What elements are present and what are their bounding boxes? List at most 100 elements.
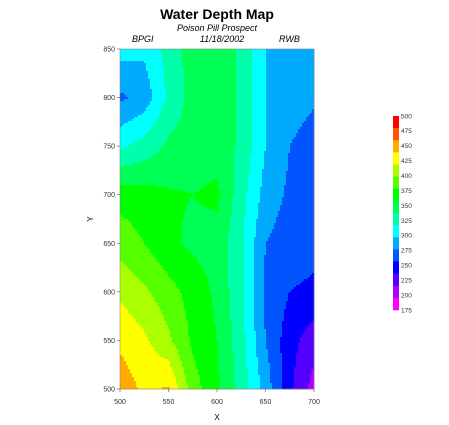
heatmap-cell xyxy=(154,129,157,132)
heatmap-cell xyxy=(270,51,273,54)
heatmap-cell xyxy=(256,75,259,78)
heatmap-cell xyxy=(308,87,311,90)
heatmap-cell xyxy=(282,135,285,138)
heatmap-cell xyxy=(198,119,201,122)
heatmap-cell xyxy=(294,113,297,116)
heatmap-cell xyxy=(186,119,189,122)
heatmap-cell xyxy=(270,89,273,92)
heatmap-cell xyxy=(192,73,195,76)
heatmap-cell xyxy=(236,117,239,120)
heatmap-cell xyxy=(240,113,243,116)
heatmap-cell xyxy=(138,73,141,76)
heatmap-cell xyxy=(188,127,191,130)
heatmap-cell xyxy=(214,57,217,60)
heatmap-cell xyxy=(238,61,241,64)
heatmap-cell xyxy=(236,139,239,142)
heatmap-cell xyxy=(148,65,151,68)
heatmap-cell xyxy=(218,143,221,146)
heatmap-cell xyxy=(126,53,129,56)
heatmap-cell xyxy=(224,91,227,94)
heatmap-cell xyxy=(196,125,199,128)
heatmap-cell xyxy=(294,95,297,98)
heatmap-cell xyxy=(280,149,283,152)
heatmap-cell xyxy=(260,61,263,64)
heatmap-cell xyxy=(138,115,141,118)
heatmap-cell xyxy=(190,67,193,70)
heatmap-cell xyxy=(270,135,273,138)
heatmap-cell xyxy=(296,49,299,52)
heatmap-cell xyxy=(162,81,165,84)
heatmap-cell xyxy=(296,115,299,118)
heatmap-cell xyxy=(246,73,249,76)
heatmap-cell xyxy=(288,129,291,132)
heatmap-cell xyxy=(224,97,227,100)
heatmap-cell xyxy=(130,101,133,104)
heatmap-cell xyxy=(120,129,123,132)
heatmap-cell xyxy=(138,93,141,96)
heatmap-cell xyxy=(258,111,261,114)
heatmap-cell xyxy=(282,115,285,118)
heatmap-cell xyxy=(162,103,165,106)
heatmap-cell xyxy=(246,107,249,110)
heatmap-cell xyxy=(306,127,309,130)
heatmap-cell xyxy=(282,83,285,86)
heatmap-cell xyxy=(304,51,307,54)
heatmap-cell xyxy=(218,111,221,114)
heatmap-cell xyxy=(292,131,295,134)
heatmap-cell xyxy=(256,133,259,136)
heatmap-cell xyxy=(146,69,149,72)
heatmap-cell xyxy=(158,97,161,100)
heatmap-cell xyxy=(278,53,281,56)
heatmap-cell xyxy=(312,109,315,112)
heatmap-cell xyxy=(218,73,221,76)
heatmap-cell xyxy=(140,87,143,90)
heatmap-cell xyxy=(224,113,227,116)
heatmap-cell xyxy=(210,147,213,150)
heatmap-cell xyxy=(200,49,203,52)
heatmap-cell xyxy=(194,75,197,78)
heatmap-cell xyxy=(236,71,239,74)
heatmap-cell xyxy=(166,151,169,154)
heatmap-cell xyxy=(258,95,261,98)
heatmap-cell xyxy=(120,99,123,102)
heatmap-cell xyxy=(180,65,183,68)
heatmap-cell xyxy=(224,69,227,72)
heatmap-cell xyxy=(140,135,143,138)
heatmap-cell xyxy=(178,145,181,148)
heatmap-cell xyxy=(306,141,309,144)
heatmap-cell xyxy=(146,125,149,128)
heatmap-cell xyxy=(132,101,135,104)
heatmap-cell xyxy=(120,105,123,108)
heatmap-cell xyxy=(210,129,213,132)
heatmap-cell xyxy=(248,89,251,92)
heatmap-cell xyxy=(304,85,307,88)
heatmap-cell xyxy=(238,57,241,60)
heatmap-cell xyxy=(150,149,153,152)
heatmap-cell xyxy=(248,149,251,152)
heatmap-cell xyxy=(172,61,175,64)
heatmap-cell xyxy=(200,79,203,82)
heatmap-cell xyxy=(224,123,227,126)
heatmap-cell xyxy=(208,75,211,78)
heatmap-cell xyxy=(146,53,149,56)
heatmap-cell xyxy=(266,105,269,108)
heatmap-cell xyxy=(200,137,203,140)
heatmap-cell xyxy=(166,93,169,96)
heatmap-cell xyxy=(134,87,137,90)
heatmap-cell xyxy=(196,131,199,134)
heatmap-cell xyxy=(312,55,315,58)
heatmap-cell xyxy=(274,79,277,82)
heatmap-cell xyxy=(136,119,139,122)
heatmap-cell xyxy=(152,89,155,92)
heatmap-cell xyxy=(268,95,271,98)
heatmap-cell xyxy=(246,85,249,88)
heatmap-cell xyxy=(216,135,219,138)
heatmap-cell xyxy=(186,129,189,132)
heatmap-cell xyxy=(176,69,179,72)
heatmap-cell xyxy=(240,115,243,118)
heatmap-cell xyxy=(192,109,195,112)
heatmap-cell xyxy=(288,147,291,150)
heatmap-cell xyxy=(168,85,171,88)
heatmap-cell xyxy=(174,149,177,152)
heatmap-cell xyxy=(230,95,233,98)
